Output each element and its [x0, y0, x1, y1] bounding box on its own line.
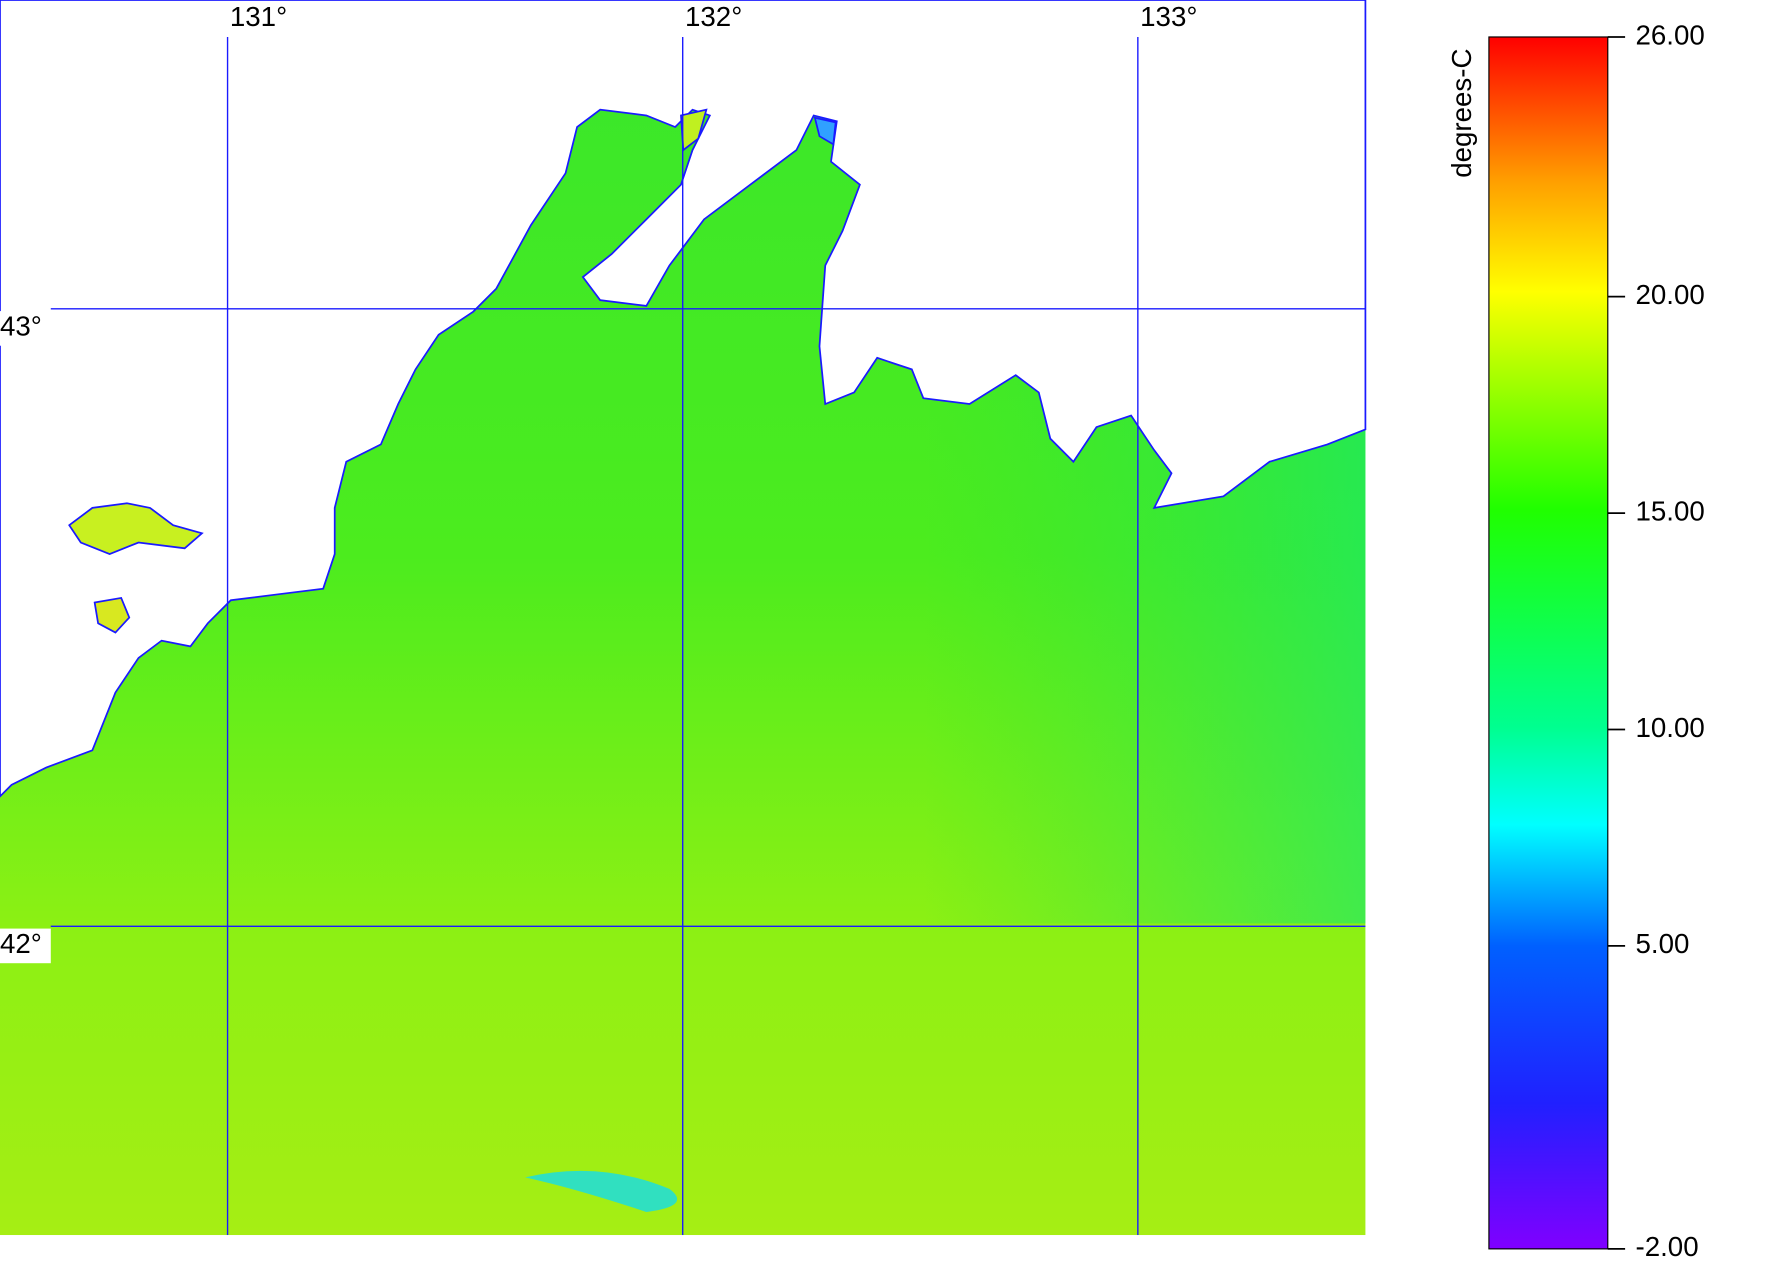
lagoon — [68, 502, 204, 555]
colorbar: degrees-C 26.00 20.00 15.00 10.00 5.00 -2.00 — [1446, 19, 1705, 1262]
latitude-label: 42° — [0, 928, 42, 959]
colorbar-title: degrees-C — [1446, 49, 1477, 178]
colorbar-tick-label: 15.00 — [1635, 495, 1704, 526]
latitude-label: 43° — [0, 311, 42, 342]
lagoon — [93, 596, 131, 634]
longitude-label: 132° — [685, 1, 742, 32]
colorbar-tick-label: 26.00 — [1635, 19, 1704, 50]
graticule: 131° 132° 133° 43° 42° — [0, 1, 1366, 1236]
longitude-label: 131° — [230, 1, 287, 32]
cold-patch — [525, 1170, 678, 1212]
colorbar-tick-label: 5.00 — [1635, 928, 1689, 959]
label-background — [0, 928, 51, 964]
land — [0, 0, 1367, 798]
colorbar-scale — [1488, 36, 1609, 1250]
colorbar-tick-label: -2.00 — [1635, 1231, 1698, 1262]
label-background — [0, 311, 51, 346]
colorbar-tick-label: 20.00 — [1635, 279, 1704, 310]
bay — [813, 116, 837, 146]
longitude-label: 133° — [1140, 1, 1197, 32]
colorbar-tick-label: 10.00 — [1635, 712, 1704, 743]
